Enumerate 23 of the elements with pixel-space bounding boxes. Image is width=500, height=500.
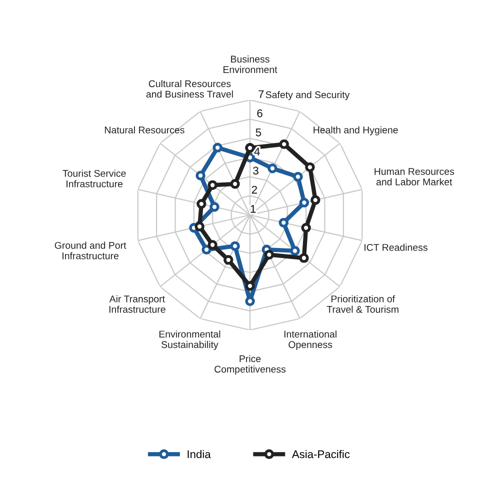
spoke-label: Safety and Security bbox=[266, 91, 350, 100]
legend-label: Asia-Pacific bbox=[292, 450, 350, 458]
spoke-label: International Openness bbox=[284, 330, 336, 350]
spoke-label: Cultural Resources and Business Travel bbox=[146, 80, 233, 98]
spoke-label: Natural Resources bbox=[104, 126, 184, 134]
y-tick-label: 4 bbox=[254, 148, 260, 156]
spoke-label: Human Resources and Labor Market bbox=[374, 168, 454, 186]
spoke-label: Business Environment bbox=[224, 55, 278, 74]
spoke-label: Air Transport Infrastructure bbox=[109, 295, 166, 313]
spoke-label: Ground and Port Infrastructure bbox=[54, 242, 126, 260]
y-tick-label: 6 bbox=[257, 109, 262, 118]
y-tick-label: 1 bbox=[250, 205, 256, 213]
spoke-label: Health and Hygiene bbox=[314, 126, 398, 136]
y-tick-label: 7 bbox=[258, 90, 264, 98]
y-tick-label: 2 bbox=[252, 186, 257, 194]
spoke-label: Tourist Service Infrastructure bbox=[62, 170, 126, 188]
y-tick-label: 5 bbox=[256, 128, 262, 136]
legend-label: India bbox=[188, 450, 211, 458]
spoke-label: ICT Readiness bbox=[364, 244, 428, 251]
spoke-label: Price Competitiveness bbox=[214, 355, 286, 375]
y-tick-label: 3 bbox=[253, 166, 258, 175]
spoke-label: Prioritization of Travel & Tourism bbox=[326, 295, 398, 313]
spoke-label: Environmental Sustainability bbox=[159, 330, 220, 350]
